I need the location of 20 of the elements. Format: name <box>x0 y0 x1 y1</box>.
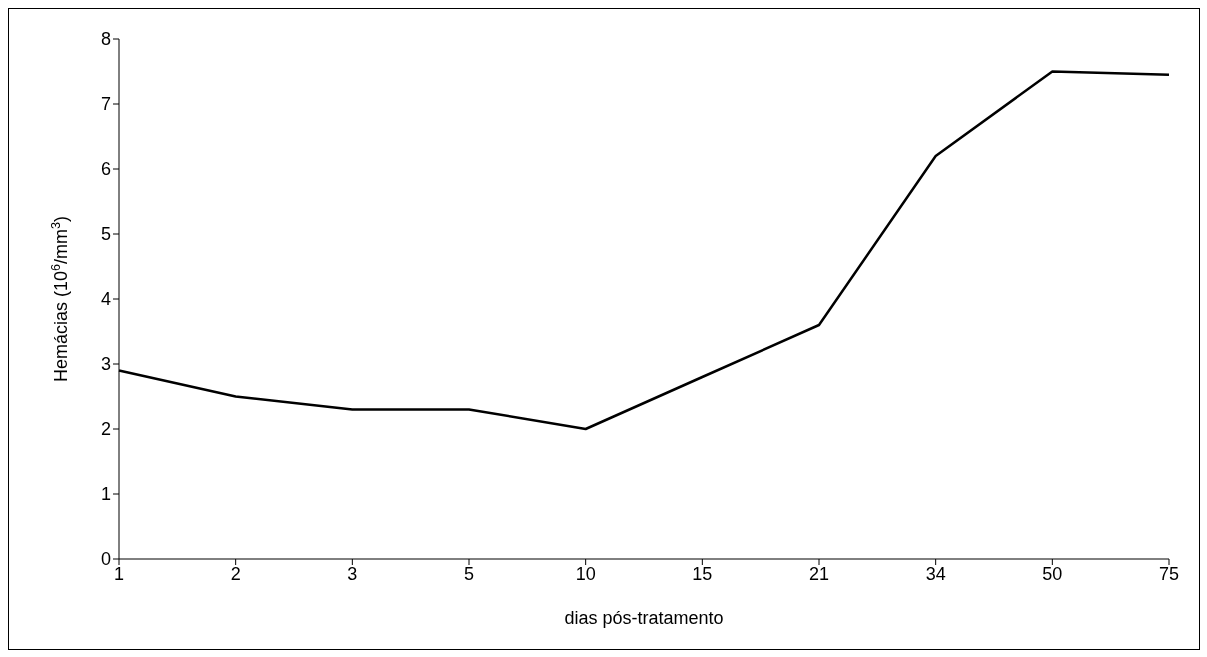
y-tick-label: 2 <box>100 419 111 440</box>
x-tick-label: 3 <box>347 563 358 584</box>
y-tick-label: 1 <box>100 484 111 505</box>
y-tick-label: 0 <box>100 549 111 570</box>
x-tick-label: 34 <box>925 563 946 584</box>
x-tick-label: 5 <box>463 563 475 584</box>
y-tick-label: 4 <box>100 289 111 310</box>
x-tick-label: 21 <box>808 563 830 584</box>
x-axis-title: dias pós-tratamento <box>564 608 724 628</box>
y-tick-label: 5 <box>100 224 111 245</box>
x-tick-label: 1 <box>113 563 125 584</box>
y-tick-label: 8 <box>100 29 111 50</box>
x-tick-label: 10 <box>575 563 596 584</box>
y-tick-label: 7 <box>100 94 111 115</box>
x-tick-label: 75 <box>1158 563 1180 584</box>
x-tick-label: 2 <box>230 563 241 584</box>
y-tick-label: 6 <box>100 159 111 180</box>
x-tick-label: 15 <box>692 563 713 584</box>
y-tick-label: 3 <box>100 354 111 375</box>
x-tick-label: 50 <box>1042 563 1063 584</box>
